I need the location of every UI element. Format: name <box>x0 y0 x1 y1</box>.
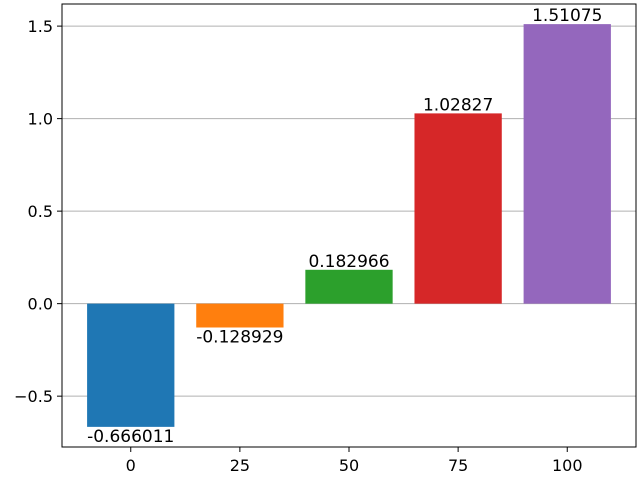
bars <box>87 24 611 427</box>
bar-value-label: 1.02827 <box>423 95 493 115</box>
x-tick-label: 0 <box>126 456 136 475</box>
x-tick-label: 25 <box>230 456 250 475</box>
bar-value-labels: -0.666011 -0.128929 0.182966 1.02827 1.51075 <box>87 6 602 447</box>
bar-0 <box>87 303 175 427</box>
bar-50 <box>305 269 393 304</box>
y-tick-label: 1.5 <box>28 17 53 36</box>
y-axis: −0.5 0.0 0.5 1.0 1.5 <box>14 17 62 406</box>
bar-value-label: 0.182966 <box>308 252 389 272</box>
bar-value-label: -0.666011 <box>87 427 174 447</box>
y-tick-label: 1.0 <box>28 110 53 129</box>
bar-100 <box>523 24 611 304</box>
x-axis: 0 25 50 75 100 <box>126 447 583 475</box>
bar-value-label: 1.51075 <box>532 6 602 26</box>
x-tick-label: 75 <box>448 456 468 475</box>
x-tick-label: 100 <box>552 456 583 475</box>
bar-value-label: -0.128929 <box>196 327 283 347</box>
bar-75 <box>414 113 502 304</box>
y-tick-label: 0.0 <box>28 295 53 314</box>
y-tick-label: −0.5 <box>14 387 53 406</box>
bar-25 <box>196 303 284 328</box>
x-tick-label: 50 <box>339 456 359 475</box>
y-tick-label: 0.5 <box>28 202 53 221</box>
